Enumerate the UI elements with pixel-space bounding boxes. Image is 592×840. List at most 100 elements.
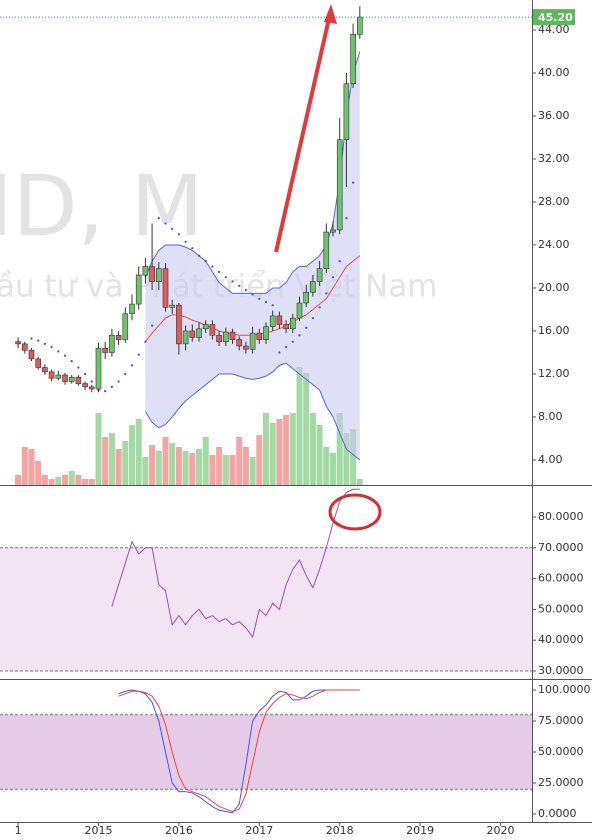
sar-dot xyxy=(110,385,113,388)
y-tick-label: 50.0000 xyxy=(538,602,584,615)
sar-dot xyxy=(117,380,120,383)
candle-body xyxy=(42,367,48,373)
candle-body xyxy=(316,268,323,282)
sar-dot xyxy=(164,222,167,225)
plot-area xyxy=(0,6,536,815)
sar-dot xyxy=(224,276,227,279)
candle-body xyxy=(189,330,196,338)
last-price-label: 45.20 xyxy=(538,11,573,24)
candle-body xyxy=(88,386,95,390)
x-tick-label: 2017 xyxy=(245,824,273,837)
indicator-line xyxy=(118,689,360,814)
volume-bar xyxy=(336,413,343,485)
volume-bar xyxy=(41,475,48,485)
sar-dot xyxy=(251,293,254,296)
candle-body xyxy=(176,304,182,345)
volume-bar xyxy=(61,475,68,485)
y-tick-label: 0.0000 xyxy=(538,807,577,820)
x-tick-label: 1 xyxy=(15,824,22,837)
sar-dot xyxy=(244,289,247,292)
volume-bar xyxy=(88,479,95,485)
volume-bar xyxy=(55,477,62,485)
volume-bar xyxy=(189,453,196,485)
sar-dot xyxy=(63,354,67,357)
y-tick-label: 4.00 xyxy=(538,453,563,466)
candle-body xyxy=(330,229,336,233)
sar-dot xyxy=(77,366,80,369)
y-tick-label: 8.00 xyxy=(538,410,563,423)
volume-bar xyxy=(102,437,109,485)
indicator-line xyxy=(111,488,360,639)
volume-bar xyxy=(115,449,122,485)
volume-bar xyxy=(122,441,129,485)
volume-bar xyxy=(202,437,209,485)
sar-dot xyxy=(271,304,274,307)
sar-dot xyxy=(211,265,214,268)
volume-bar xyxy=(15,475,22,485)
candle-body xyxy=(82,383,88,388)
candle-body xyxy=(182,330,189,345)
sar-dot xyxy=(177,233,180,236)
candle-body xyxy=(48,371,55,379)
candle-body xyxy=(323,231,330,269)
y-tick-label: 50.0000 xyxy=(538,745,584,758)
x-tick-label: 2015 xyxy=(84,824,112,837)
sar-dot xyxy=(43,342,46,345)
y-tick-label: 30.0000 xyxy=(538,664,584,677)
sar-dot xyxy=(50,345,53,349)
candle-body xyxy=(162,268,169,308)
candle-body xyxy=(169,304,175,308)
sar-dot xyxy=(231,280,234,283)
volume-bar xyxy=(256,435,263,485)
candle-body xyxy=(149,266,155,282)
volume-bar xyxy=(128,425,135,485)
x-tick-label: 2016 xyxy=(165,824,193,837)
sar-dot xyxy=(30,337,33,340)
bollinger-fill xyxy=(145,51,360,460)
y-tick-label: 100.0000 xyxy=(538,683,591,696)
sar-dot xyxy=(264,300,268,304)
volume-bar xyxy=(283,415,290,485)
candle-body xyxy=(249,332,256,350)
sar-dot xyxy=(318,306,321,309)
volume-bar xyxy=(48,479,55,485)
volume-bar xyxy=(263,413,269,485)
y-tick-label: 32.00 xyxy=(538,152,570,165)
candle-body xyxy=(155,268,162,282)
volume-bar xyxy=(330,453,337,485)
volume-bar xyxy=(276,419,283,485)
sar-dot xyxy=(338,259,341,263)
sar-dot xyxy=(197,254,201,257)
sar-dot xyxy=(291,340,294,343)
candle-body xyxy=(109,334,115,353)
volume-bar xyxy=(289,413,296,485)
candle-body xyxy=(75,376,82,384)
volume-bar xyxy=(222,455,229,485)
sar-dot xyxy=(278,351,281,354)
volume-bar xyxy=(236,437,243,485)
sar-dot xyxy=(184,240,187,243)
volume-bar xyxy=(68,471,75,485)
candle-body xyxy=(129,303,135,315)
watermark: ID, M xyxy=(0,157,203,255)
sar-dot xyxy=(345,216,348,220)
y-tick-label: 70.0000 xyxy=(538,541,584,554)
y-tick-label: 40.0000 xyxy=(538,633,584,646)
annotation-circle xyxy=(328,493,382,531)
candle-body xyxy=(263,326,269,340)
candle-body xyxy=(55,374,62,379)
candle-body xyxy=(216,334,222,343)
candle-body xyxy=(62,374,68,382)
volume-bar xyxy=(162,437,169,485)
volume-bar xyxy=(350,429,357,485)
candle-body xyxy=(269,315,276,327)
candle-body xyxy=(122,313,129,340)
candle-body xyxy=(102,347,108,353)
candle-body xyxy=(350,33,356,85)
candle-body xyxy=(35,358,41,368)
candle-body xyxy=(21,343,28,351)
candle-body xyxy=(343,83,350,140)
candle-body xyxy=(283,324,289,330)
sar-dot xyxy=(137,353,140,356)
volume-bar xyxy=(149,445,156,485)
